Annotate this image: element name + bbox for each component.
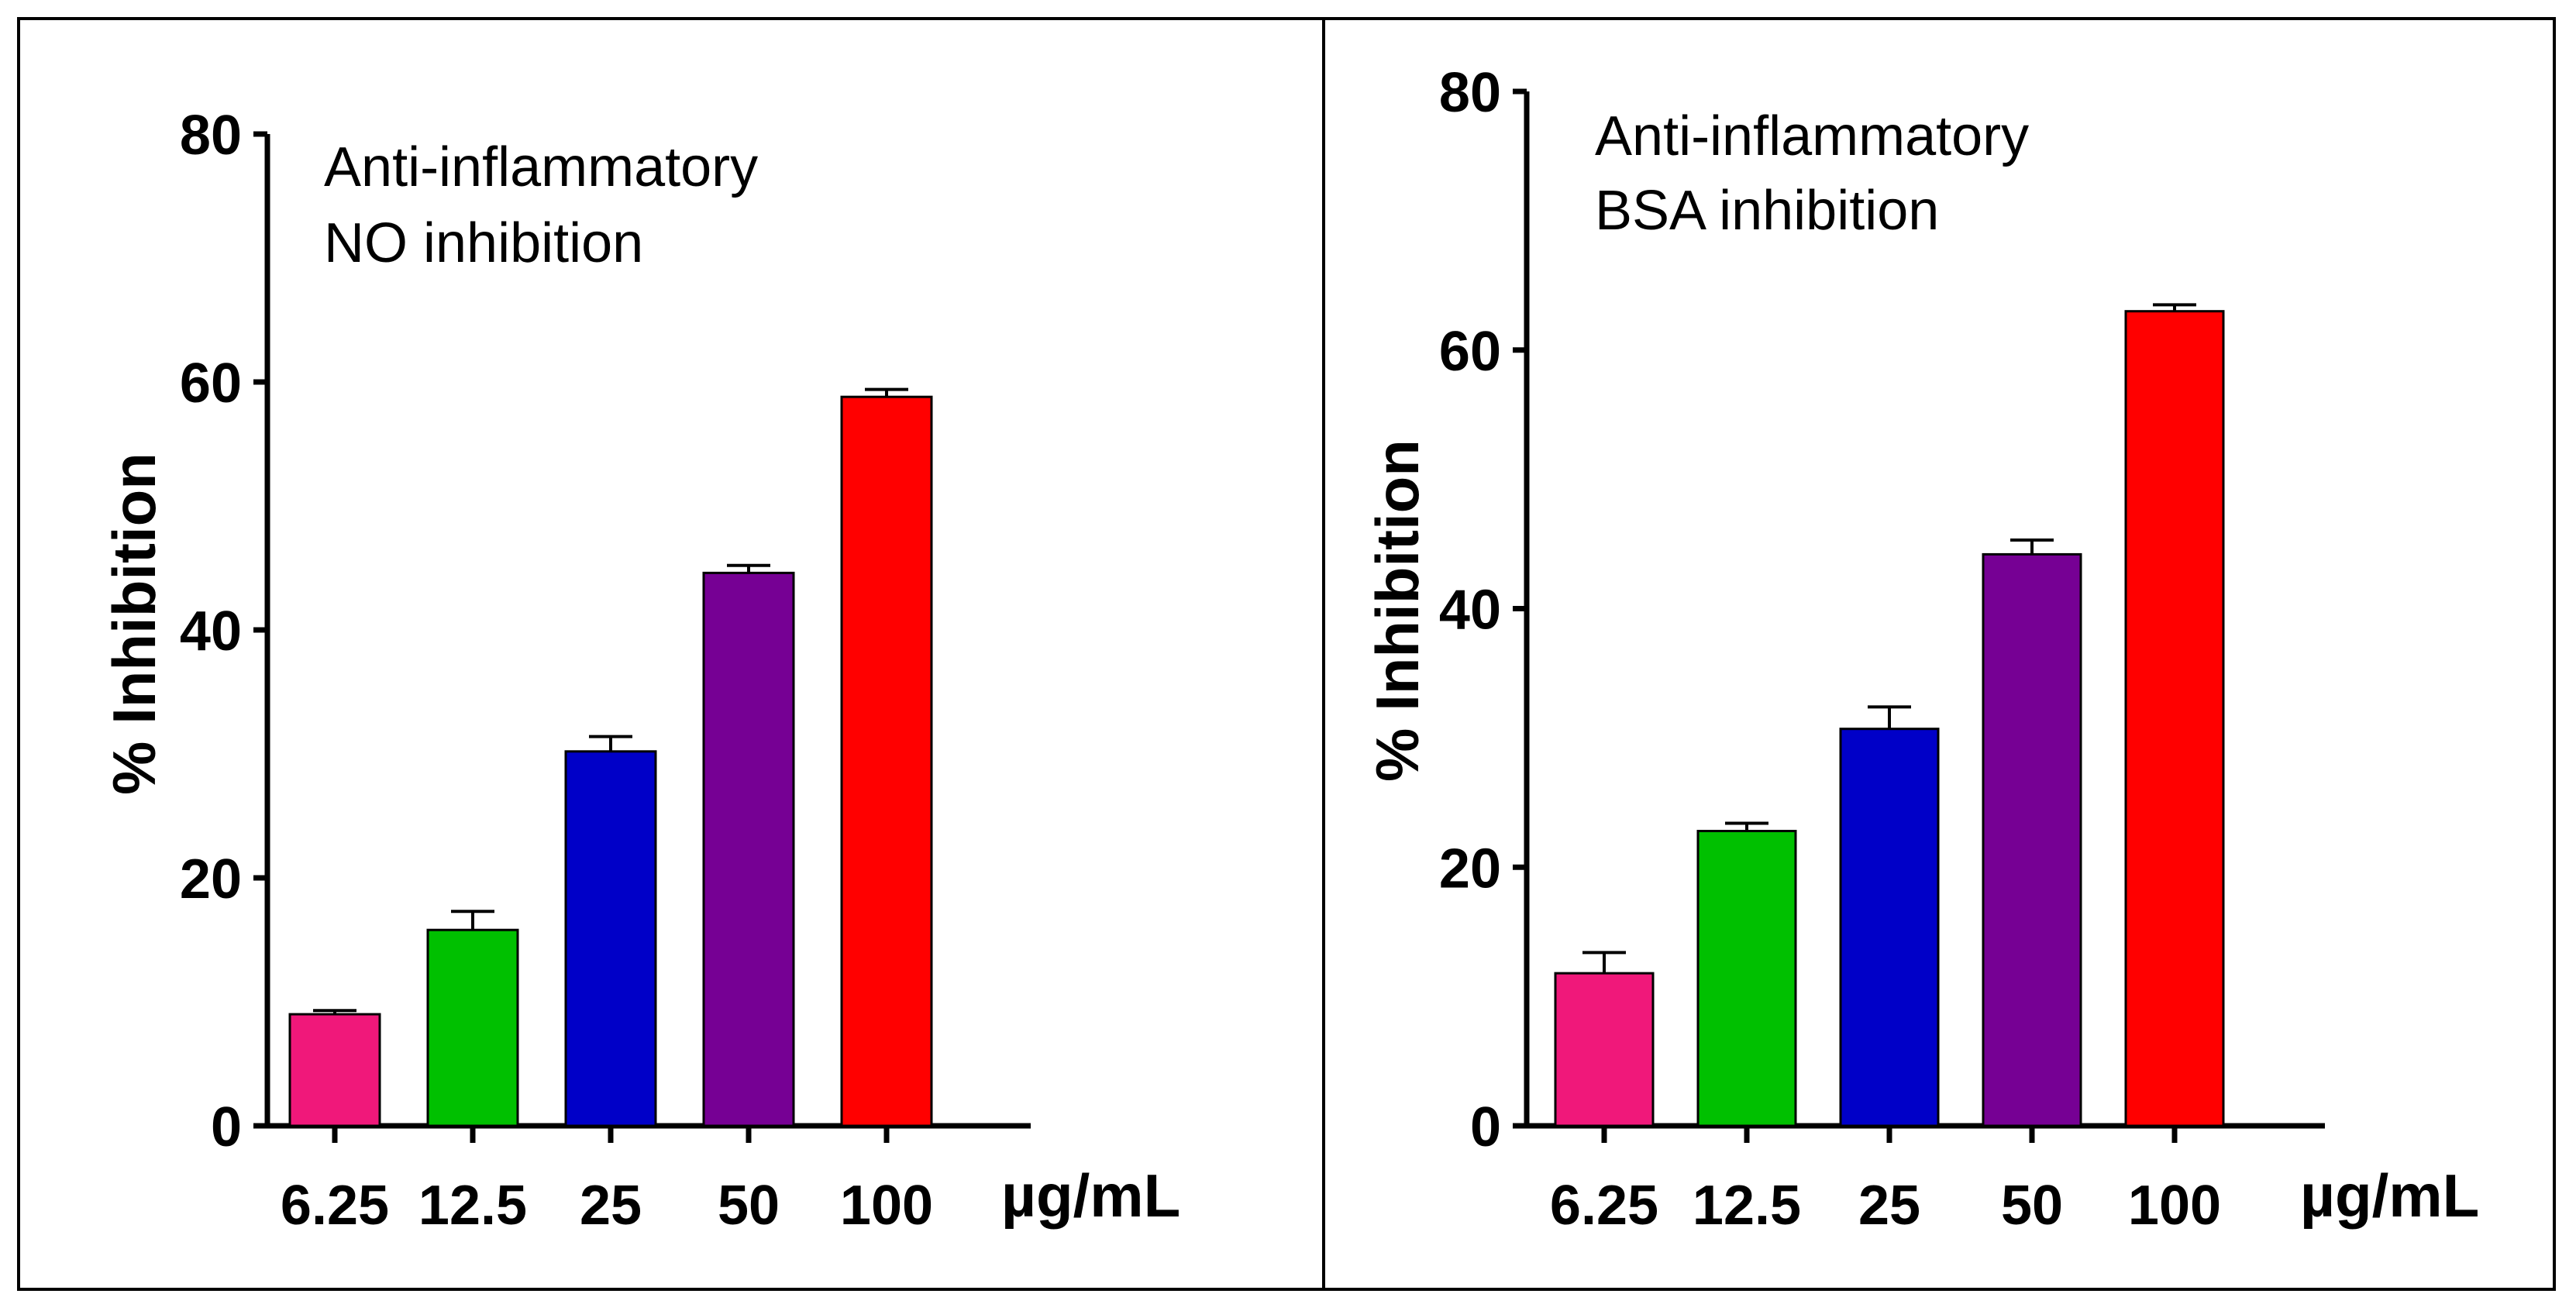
bar-25 bbox=[564, 750, 657, 1127]
x-tick-label: 6.25 bbox=[281, 1175, 389, 1237]
x-unit-label: µg/mL bbox=[2300, 1161, 2479, 1230]
y-tick-label: 60 bbox=[1439, 321, 1501, 383]
y-tick-label: 20 bbox=[1439, 838, 1501, 900]
bar-100 bbox=[2124, 310, 2225, 1127]
x-tick-label: 25 bbox=[1858, 1175, 1920, 1237]
annotation-line-2: BSA inhibition bbox=[1595, 180, 1939, 242]
y-axis-title: % Inhibition bbox=[1363, 439, 1431, 782]
bar-100 bbox=[840, 395, 933, 1127]
y-tick-label: 60 bbox=[180, 353, 242, 415]
y-tick-label: 40 bbox=[180, 600, 242, 662]
y-tick-label: 80 bbox=[180, 105, 242, 167]
x-tick-label: 100 bbox=[2128, 1175, 2221, 1237]
annotation-line-2: NO inhibition bbox=[324, 212, 643, 274]
bar-12.5 bbox=[1696, 830, 1797, 1127]
x-tick-label: 50 bbox=[2001, 1175, 2063, 1237]
y-tick-label: 0 bbox=[1470, 1096, 1501, 1158]
x-tick-label: 6.25 bbox=[1550, 1175, 1658, 1237]
chart-panel-no-inhibition: Anti-inflammatory NO inhibition % Inhibi… bbox=[100, 105, 1180, 1237]
chart-panel-bsa-inhibition: Anti-inflammatory BSA inhibition % Inhib… bbox=[1363, 62, 2479, 1237]
y-tick-label: 0 bbox=[211, 1096, 242, 1158]
y-tick-label: 20 bbox=[180, 848, 242, 910]
y-tick-label: 80 bbox=[1439, 62, 1501, 124]
x-unit-label: µg/mL bbox=[1001, 1161, 1180, 1230]
bar-6.25 bbox=[1554, 972, 1655, 1127]
x-tick-label: 12.5 bbox=[1693, 1175, 1801, 1237]
x-tick-label: 50 bbox=[718, 1175, 780, 1237]
bar-25 bbox=[1839, 728, 1940, 1127]
y-tick-label: 40 bbox=[1439, 580, 1501, 642]
x-tick-label: 12.5 bbox=[418, 1175, 527, 1237]
bar-50 bbox=[702, 571, 795, 1127]
bar-12.5 bbox=[426, 928, 519, 1127]
y-axis-title: % Inhibition bbox=[100, 452, 168, 795]
panel-frame-right bbox=[1322, 17, 2556, 1291]
x-tick-label: 25 bbox=[580, 1175, 642, 1237]
bar-6.25 bbox=[288, 1013, 381, 1127]
annotation-line-1: Anti-inflammatory bbox=[1595, 105, 2029, 167]
annotation-line-1: Anti-inflammatory bbox=[324, 136, 758, 198]
bar-50 bbox=[1982, 552, 2082, 1127]
x-tick-label: 100 bbox=[840, 1175, 933, 1237]
